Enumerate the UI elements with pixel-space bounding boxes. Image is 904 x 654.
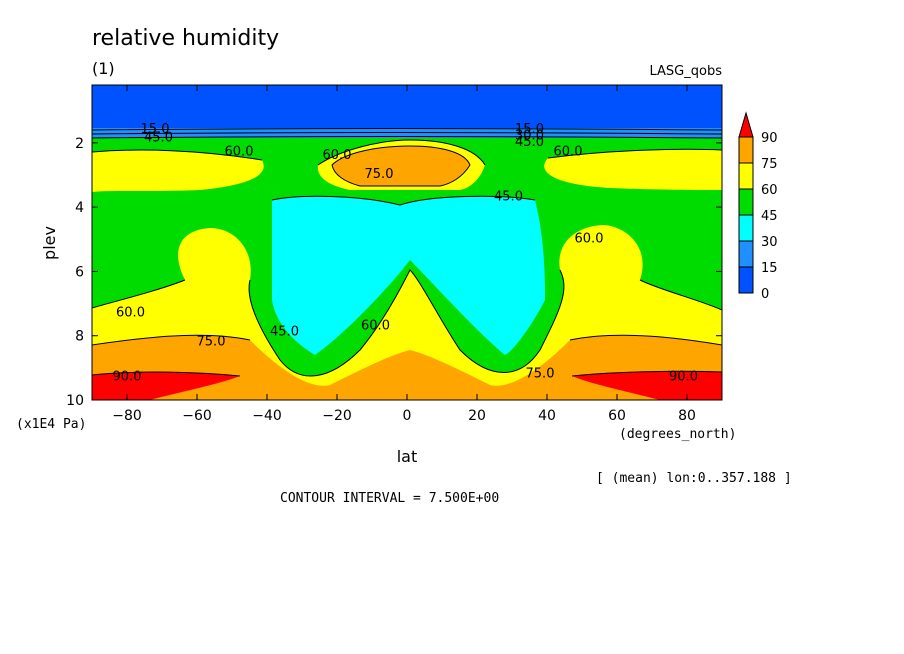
x-tick-label: −20 <box>322 408 352 424</box>
x-tick-label: 40 <box>538 408 556 424</box>
y-tick-label: 10 <box>66 393 84 409</box>
band-orange-upper <box>332 146 470 186</box>
x-tick-label: −40 <box>252 408 282 424</box>
x-axis: −80 −60 −40 −20 0 20 40 60 80 <box>112 85 696 424</box>
band-red-left <box>92 372 240 400</box>
contour-labels: 15.045.060.0 60.075.015.030.045.060.045.0… <box>113 122 698 385</box>
colorbar-label: 30 <box>761 235 778 250</box>
contour-label: 75.0 <box>197 334 226 349</box>
contour-interval: CONTOUR INTERVAL = 7.500E+00 <box>280 491 499 506</box>
colorbar-cell <box>738 136 754 164</box>
x-tick-label: −60 <box>182 408 212 424</box>
x-tick-label: 0 <box>403 408 412 424</box>
y-axis: 2 4 6 8 10 <box>66 136 722 409</box>
contour-label: 60.0 <box>554 145 583 160</box>
band-red-right <box>572 371 722 400</box>
contour-lines <box>92 128 722 377</box>
y-tick-label: 6 <box>75 264 84 280</box>
contour-label: 90.0 <box>113 370 142 385</box>
colorbar-label: 15 <box>761 261 778 276</box>
contour-label: 75.0 <box>526 367 555 382</box>
contour-label: 60.0 <box>116 305 145 320</box>
contour-label: 60.0 <box>225 145 254 160</box>
contour-label: 45.0 <box>494 190 523 205</box>
chart-title: relative humidity <box>92 26 279 51</box>
contour-label: 30.0 <box>515 129 544 144</box>
band-blue-strat <box>92 85 722 135</box>
y-axis-label: plev <box>40 226 59 260</box>
band-yellow-upper-right <box>544 149 722 190</box>
colorbar-label: 60 <box>761 183 778 198</box>
colorbar-label: 90 <box>761 131 778 146</box>
contour-label: 60.0 <box>323 148 352 163</box>
chart-subtitle: (1) <box>92 59 115 78</box>
mean-note: [ (mean) lon:0..357.188 ] <box>596 471 792 486</box>
colorbar-cell <box>738 214 754 242</box>
colorbar-label: 45 <box>761 209 778 224</box>
contour-label: 45.0 <box>270 325 299 340</box>
colorbar-label: 75 <box>761 157 778 172</box>
x-axis-label: lat <box>397 447 418 466</box>
x-tick-label: 60 <box>608 408 626 424</box>
contour-label: 15.0 <box>141 122 170 137</box>
band-cyan-mid <box>272 196 545 355</box>
x-tick-label: −80 <box>112 408 142 424</box>
contour-label: 75.0 <box>365 167 394 182</box>
y-tick-label: 4 <box>75 200 84 216</box>
colorbar-cell <box>738 240 754 268</box>
colorbar-cell <box>738 188 754 216</box>
contour-label: 15.0 <box>515 122 544 137</box>
contour-label: 45.0 <box>515 135 544 150</box>
contour-label: 60.0 <box>361 318 390 333</box>
colorbar-label: 0 <box>761 287 769 302</box>
y-axis-units: (x1E4 Pa) <box>16 417 86 432</box>
plot-area <box>92 85 722 400</box>
band-yellow-upper-left <box>92 150 264 192</box>
colorbar: 0 15 30 45 60 75 90 <box>738 111 778 302</box>
colorbar-cell <box>738 162 754 190</box>
contour-label: 90.0 <box>669 370 698 385</box>
contour-label: 45.0 <box>144 130 173 145</box>
colorbar-extend-max <box>738 111 754 138</box>
contour-label: 60.0 <box>575 232 604 247</box>
band-orange-lower <box>92 335 722 400</box>
dataset-label: LASG_qobs <box>650 64 723 79</box>
y-tick-label: 8 <box>75 329 84 345</box>
x-tick-label: 80 <box>678 408 696 424</box>
y-tick-label: 2 <box>75 136 84 152</box>
x-tick-label: 20 <box>468 408 486 424</box>
colorbar-cell <box>738 266 754 294</box>
x-axis-units: (degrees_north) <box>619 427 736 442</box>
